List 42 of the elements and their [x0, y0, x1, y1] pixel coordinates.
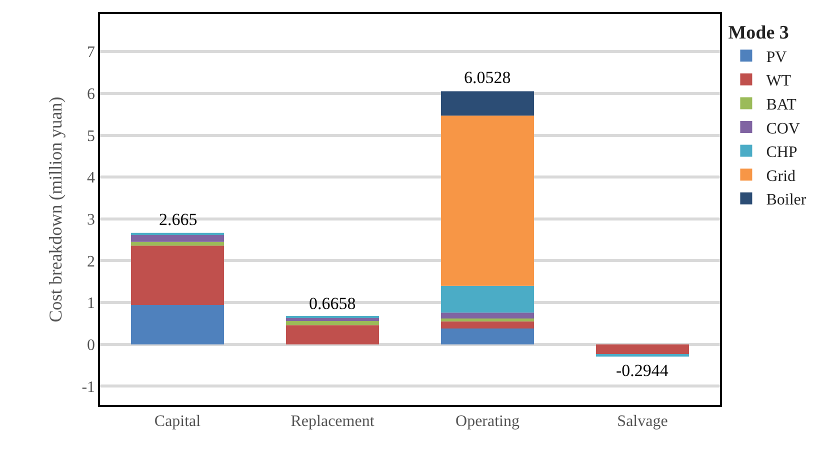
x-tick-label: Operating	[456, 412, 520, 430]
legend-label: Boiler	[766, 192, 807, 209]
bar	[131, 234, 224, 242]
y-tick-label: 4	[87, 170, 96, 187]
y-tick-label: 1	[87, 295, 96, 312]
legend-label: COV	[766, 120, 800, 138]
y-tick-label: 6	[87, 86, 96, 104]
legend-label: BAT	[766, 96, 797, 114]
bar	[131, 305, 224, 344]
bar	[441, 328, 534, 344]
y-axis-title: Cost breakdown (million yuan)	[45, 96, 66, 322]
legend-label: Grid	[766, 168, 796, 185]
bar	[441, 116, 534, 286]
legend-title: Mode 3	[728, 22, 789, 44]
y-tick-label: 2	[87, 253, 96, 270]
total-label: 2.665	[159, 210, 198, 229]
bar	[131, 246, 224, 306]
y-tick-label: 7	[87, 44, 96, 62]
bar	[596, 344, 689, 355]
bar	[131, 242, 224, 246]
y-tick-label: -1	[82, 378, 96, 396]
x-tick-label: Salvage	[617, 412, 668, 430]
x-tick-label: Capital	[154, 412, 202, 430]
legend-label: CHP	[766, 144, 798, 162]
bar	[441, 91, 534, 116]
total-label: 0.6658	[309, 294, 356, 313]
bar	[441, 286, 534, 313]
bar	[286, 325, 379, 344]
legend-label: PV	[766, 48, 788, 66]
y-tick-label: 5	[87, 128, 96, 145]
x-tick-label: Replacement	[290, 412, 375, 430]
bar	[441, 318, 534, 322]
total-label: 6.0528	[464, 68, 511, 87]
y-tick-label: 3	[87, 212, 96, 229]
bar	[596, 354, 689, 357]
bar	[286, 318, 379, 321]
bar	[441, 312, 534, 318]
total-label: -0.2944	[616, 361, 669, 380]
legend-label: WT	[766, 72, 792, 90]
y-tick-label: 0	[87, 336, 96, 354]
bar	[441, 321, 534, 328]
bar	[286, 320, 379, 326]
